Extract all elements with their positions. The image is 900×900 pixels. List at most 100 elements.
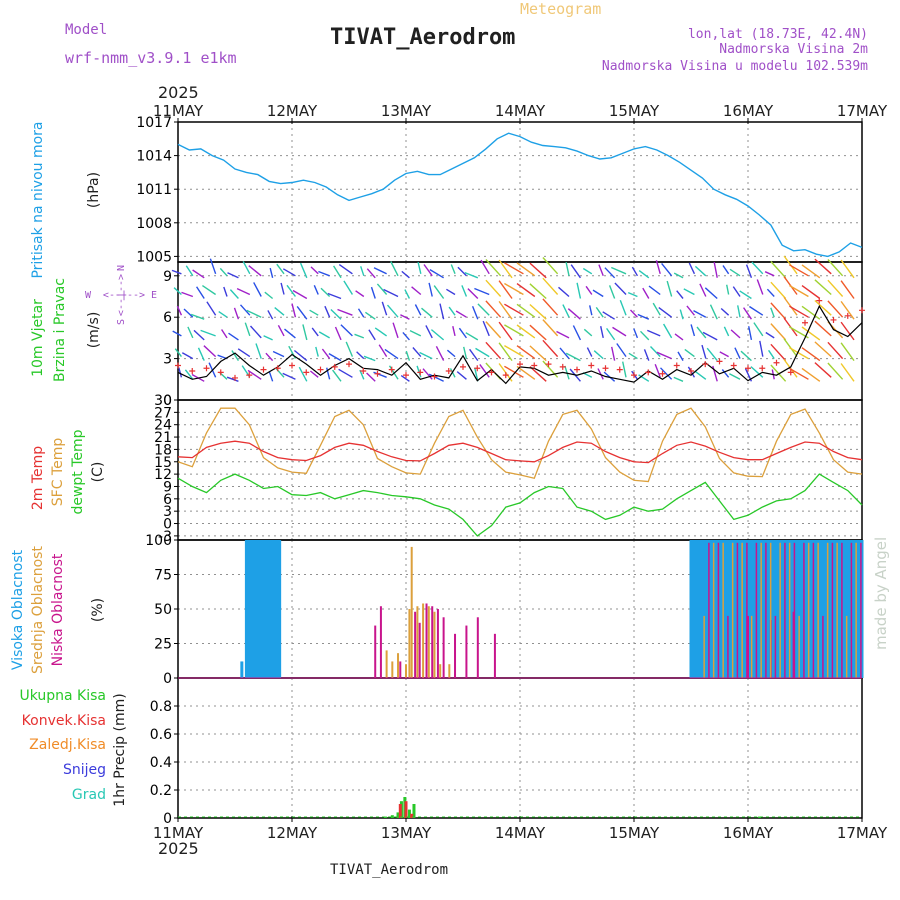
sfc-temp-line — [177, 407, 863, 483]
high-cloud-bar — [784, 540, 788, 678]
wind-barb — [759, 340, 764, 357]
wind-barb — [840, 259, 855, 279]
wind-barb — [498, 321, 513, 341]
gust-marker — [488, 369, 495, 376]
y-tick-label: 0.6 — [150, 727, 172, 743]
mixed-cloud-bar — [812, 542, 815, 678]
wind-barb — [310, 266, 319, 275]
precip-legend-5: Grad — [72, 787, 106, 803]
wind-barb — [789, 264, 809, 277]
high-cloud-bar — [810, 540, 814, 678]
wind-barb — [327, 292, 342, 300]
wind-barb — [249, 325, 262, 339]
wind-barb — [673, 376, 684, 382]
wind-barb — [652, 302, 661, 316]
mid-cloud-bar — [448, 664, 451, 678]
wind-barb — [464, 271, 479, 279]
gust-marker — [374, 370, 381, 377]
high-cloud-bar — [767, 540, 771, 678]
wind-barb — [713, 261, 718, 278]
wind-barb — [183, 308, 194, 318]
wind-barb — [244, 322, 251, 337]
year-bottom: 2025 — [158, 839, 199, 858]
wind-barb — [423, 264, 433, 277]
wind-barb — [608, 285, 616, 299]
gust-marker — [816, 297, 823, 304]
wind-barb — [734, 347, 741, 359]
wind-barb — [840, 321, 855, 341]
high-cloud-bar — [259, 540, 263, 678]
precip-legend-3: Zaledj.Kisa — [29, 737, 106, 753]
gust-marker — [175, 362, 181, 369]
mixed-cloud-bar — [784, 542, 786, 678]
high-cloud-bar — [770, 540, 774, 678]
watermark: made by Angel — [872, 537, 890, 650]
wind-barb — [582, 267, 593, 275]
wind-barb — [743, 307, 753, 320]
high-cloud-bar — [813, 540, 816, 678]
wind-barb — [789, 305, 809, 318]
high-cloud-bar — [268, 540, 272, 678]
wind-barb — [586, 347, 593, 357]
wind-barb — [529, 303, 547, 320]
wind-barb — [764, 271, 775, 277]
model-label: Model — [65, 22, 107, 38]
wind-barb — [315, 346, 319, 357]
wind-barb — [529, 345, 547, 362]
gust-marker — [545, 361, 552, 368]
compass-w: W — [85, 290, 92, 301]
wind-barb — [814, 341, 832, 358]
y-tick-label: 1011 — [136, 182, 172, 198]
mid-cloud-bar — [397, 653, 400, 678]
high-cloud-bar — [794, 540, 797, 678]
low-cloud-bar — [414, 611, 417, 678]
mid-cloud-bar — [433, 611, 436, 678]
gust-marker — [445, 368, 452, 375]
high-cloud-bar — [696, 540, 700, 678]
wind-label-2: Brzina i Pravac — [52, 278, 68, 382]
wind-barb — [465, 332, 479, 341]
wind-barb — [446, 288, 456, 296]
mixed-cloud-bar — [860, 542, 862, 678]
mixed-cloud-bar — [774, 615, 777, 678]
high-cloud-bar — [699, 540, 702, 678]
wind-barb — [827, 362, 844, 380]
y-tick-label: 3 — [163, 352, 172, 368]
high-cloud-bar — [703, 540, 707, 678]
total-precip-bar — [407, 809, 411, 818]
wind-barb — [425, 325, 433, 339]
station-title: TIVAT_Aerodrom — [330, 25, 515, 50]
mixed-cloud-bar — [850, 542, 853, 678]
wind-barb — [677, 351, 684, 361]
wind-barb — [485, 300, 502, 318]
wind-barb — [388, 365, 399, 380]
y-tick-label: 21 — [154, 430, 172, 446]
wind-barb — [693, 309, 707, 318]
date-label-bottom: 15MAY — [609, 824, 660, 842]
high-cloud-bar — [694, 540, 698, 678]
y-tick-label: 50 — [154, 602, 172, 618]
total-precip-bar — [390, 815, 394, 818]
wind-barb — [592, 289, 604, 298]
mixed-cloud-bar — [788, 542, 791, 678]
date-label-top: 15MAY — [609, 102, 660, 120]
wind-barb — [638, 270, 650, 279]
model-elevation: Nadmorska Visina u modelu 102.539m — [602, 59, 868, 74]
pressure-unit: (hPa) — [86, 172, 102, 208]
wind-barb — [730, 329, 741, 339]
date-label-top: 17MAY — [837, 102, 888, 120]
wind-barb — [751, 261, 764, 275]
mixed-cloud-bar — [760, 542, 762, 678]
wind-barb — [197, 347, 205, 361]
low-cloud-bar — [493, 633, 496, 678]
mixed-cloud-bar — [708, 542, 710, 678]
wind-barb — [827, 341, 844, 360]
y-tick-label: 1008 — [136, 216, 172, 232]
wind-barb — [433, 285, 445, 299]
gust-marker — [246, 372, 253, 379]
mixed-cloud-bar — [731, 542, 734, 678]
wind-barb — [770, 307, 775, 318]
wind-barb — [370, 286, 376, 299]
wind-barb — [770, 343, 787, 362]
wind-barb — [176, 305, 183, 316]
